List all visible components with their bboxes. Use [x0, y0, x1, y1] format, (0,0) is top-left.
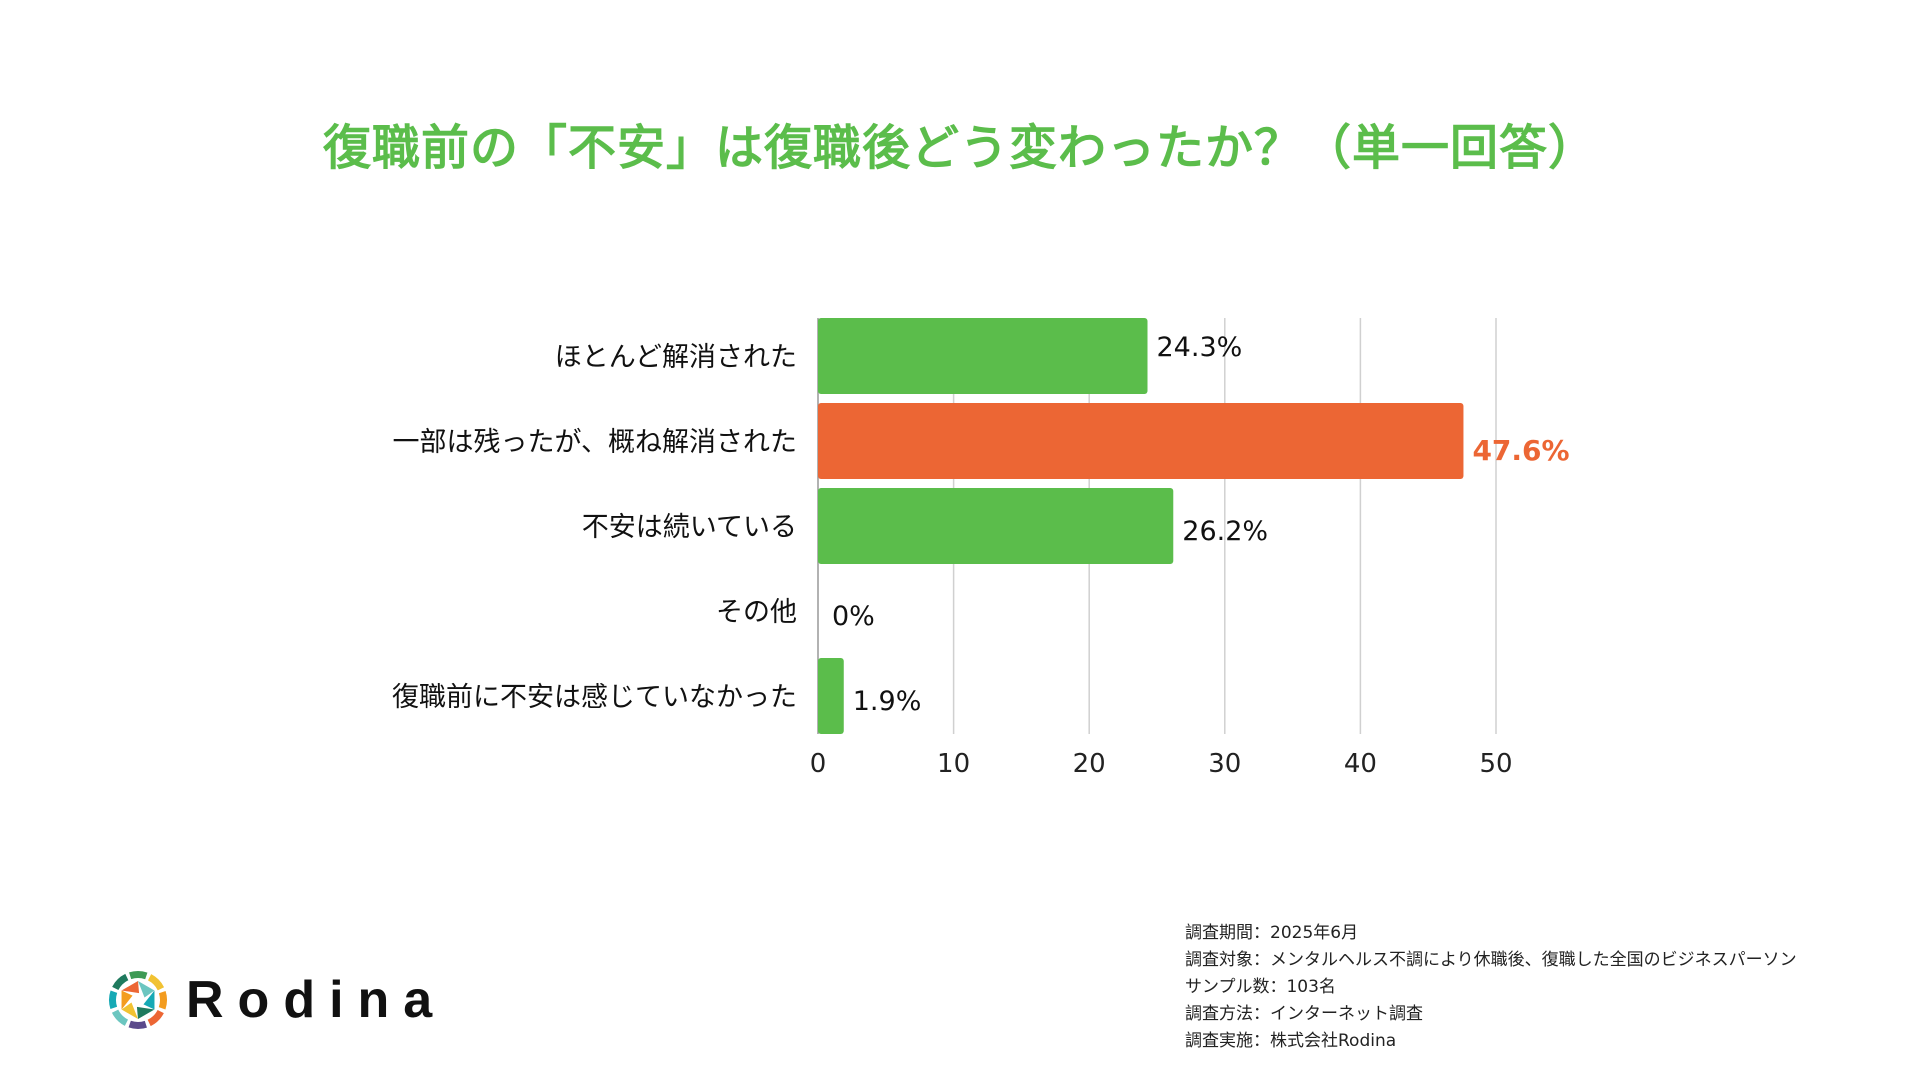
bar: [818, 318, 1148, 394]
logo-aperture-icon: [109, 971, 167, 1029]
category-label: その他: [716, 597, 797, 628]
survey-notes: 調査期間：2025年6月 調査対象：メンタルヘルス不調により休職後、復職した全国…: [1185, 920, 1797, 1055]
category-label: ほとんど解消された: [555, 342, 797, 373]
x-tick-label: 0: [810, 749, 827, 779]
value-label: 26.2%: [1182, 516, 1268, 547]
bar: [818, 403, 1464, 479]
value-label: 1.9%: [853, 686, 922, 717]
rodina-logo: Rodina: [108, 970, 446, 1030]
bar-chart: 0 10 20 30 40 50 ほとんど解消された 24.3% 一部は残ったが、概ね解消された…: [392, 318, 1570, 779]
category-label: 復職前に不安は感じていなかった: [392, 682, 797, 713]
x-tick-label: 20: [1073, 749, 1106, 779]
x-tick-label: 40: [1344, 749, 1377, 779]
value-label: 47.6%: [1472, 434, 1569, 467]
category-label: 不安は続いている: [582, 512, 797, 543]
x-tick-label: 30: [1208, 749, 1241, 779]
logo-text: Rodina: [186, 971, 447, 1029]
bar: [818, 658, 844, 734]
note-sample: サンプル数：103名: [1185, 977, 1336, 997]
note-method: 調査方法：インターネット調査: [1185, 1004, 1423, 1024]
x-tick-label: 10: [937, 749, 970, 779]
note-target: 調査対象：メンタルヘルス不調により休職後、復職した全国のビジネスパーソン: [1185, 950, 1797, 970]
value-label: 0%: [832, 601, 875, 632]
category-label: 一部は残ったが、概ね解消された: [393, 427, 797, 458]
note-period: 調査期間：2025年6月: [1185, 923, 1359, 943]
x-tick-label: 50: [1479, 749, 1512, 779]
note-conductor: 調査実施：株式会社Rodina: [1185, 1031, 1397, 1051]
bar: [818, 488, 1174, 564]
chart-title: 復職前の「不安」は復職後どう変わったか？（単一回答）: [322, 120, 1597, 176]
value-label: 24.3%: [1157, 332, 1243, 363]
